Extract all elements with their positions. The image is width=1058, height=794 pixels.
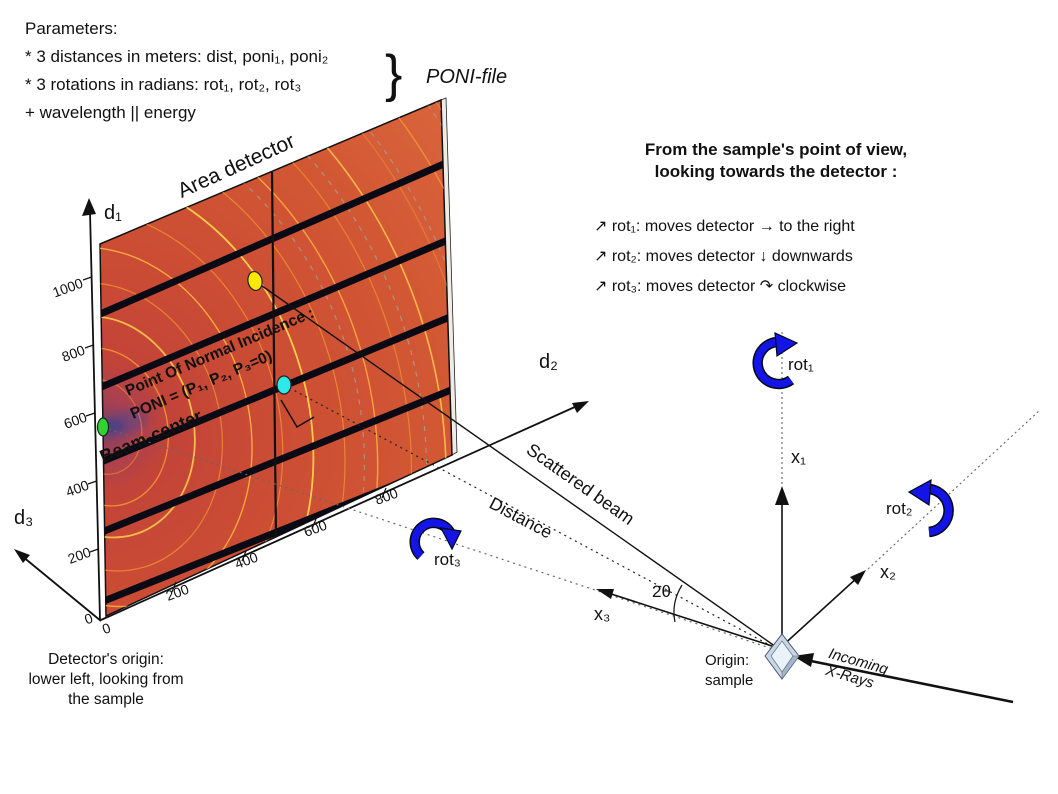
viewpoint-block: From the sample's point of view, looking… <box>594 140 907 295</box>
d1-tick: 400 <box>64 477 92 500</box>
x3-axis <box>604 591 773 647</box>
x2-axis <box>779 576 859 649</box>
two-theta-arc <box>673 584 683 623</box>
viewpoint-heading-line1: From the sample's point of view, <box>645 140 907 159</box>
parameters-wavelength: + wavelength || energy <box>25 103 196 122</box>
d1-axis <box>89 211 101 621</box>
d2-tick: 200 <box>164 581 192 604</box>
viewpoint-rot3-line: ↗ rot₃: moves detector ↷ clockwise <box>594 278 846 295</box>
d3-axis <box>21 555 102 622</box>
x2-axis-arrowhead <box>850 570 866 585</box>
caption-line1: Detector's origin: <box>48 651 164 668</box>
caption-line2: lower left, looking from <box>28 671 183 688</box>
rot2-label: rot₂ <box>886 499 912 518</box>
area-detector <box>99 97 458 618</box>
parameters-distances: * 3 distances in meters: dist, poni₁, po… <box>25 47 328 66</box>
right-angle-marker <box>280 399 315 429</box>
parameters-rotations: * 3 rotations in radians: rot₁, rot₂, ro… <box>25 75 301 94</box>
viewpoint-rot1-line: ↗ rot₁: moves detector → to the right <box>594 218 855 235</box>
d1-tick: 200 <box>66 544 94 567</box>
detector-origin-caption: Detector's origin: lower left, looking f… <box>28 651 183 708</box>
rot3-arrow <box>409 517 462 560</box>
parameters-title: Parameters: <box>25 19 118 38</box>
sample-crystal <box>764 633 800 680</box>
caption-line3: the sample <box>68 691 144 708</box>
x1-axis-label: x₁ <box>791 447 806 467</box>
poni-column-line <box>270 171 278 538</box>
origin-label-line2: sample <box>705 672 753 689</box>
origin-label-line1: Origin: <box>705 652 749 669</box>
brace-glyph: } <box>385 45 402 103</box>
poni-dot <box>276 375 292 395</box>
x3-axis-label: x₃ <box>594 604 610 624</box>
x3-axis-arrowhead <box>596 589 614 599</box>
rot1-arrow <box>752 332 799 390</box>
viewpoint-rot2-line: ↗ rot₂: moves detector ↓ downwards <box>594 248 853 265</box>
scattered-beam-line <box>254 280 780 650</box>
d3-axis-label: d₃ <box>14 507 33 529</box>
d2-tick: 800 <box>373 485 401 508</box>
d3-axis-arrowhead <box>14 549 30 563</box>
d2-axis-arrowhead <box>572 401 589 413</box>
sample-axes <box>596 332 1041 651</box>
x2-axis-label: x₂ <box>880 562 896 582</box>
detector-axes <box>14 198 589 622</box>
d2-tick: 600 <box>302 517 330 540</box>
d1-tick: 600 <box>62 409 90 432</box>
two-theta-label: 2θ <box>652 582 671 601</box>
beam-center-dot <box>96 417 110 437</box>
parameters-block: Parameters: * 3 distances in meters: dis… <box>25 19 507 122</box>
d1-axis-arrowhead <box>82 198 96 216</box>
rot3-label: rot₃ <box>434 550 461 569</box>
poni-file-label: PONI-file <box>426 66 507 88</box>
x1-axis-arrowhead <box>775 486 789 505</box>
d1-tick: 800 <box>60 342 88 365</box>
rot1-label: rot₁ <box>788 355 814 374</box>
rot2-arrow <box>907 478 954 538</box>
d2-axis <box>100 405 578 621</box>
d2-axis-label: d₂ <box>539 351 558 373</box>
x2-axis-extension <box>867 409 1041 570</box>
beam-spot-dot <box>247 270 263 292</box>
d2-tick: 400 <box>233 549 261 572</box>
viewpoint-heading-line2: looking towards the detector : <box>655 162 898 181</box>
d1-axis-label: d₁ <box>104 202 122 224</box>
